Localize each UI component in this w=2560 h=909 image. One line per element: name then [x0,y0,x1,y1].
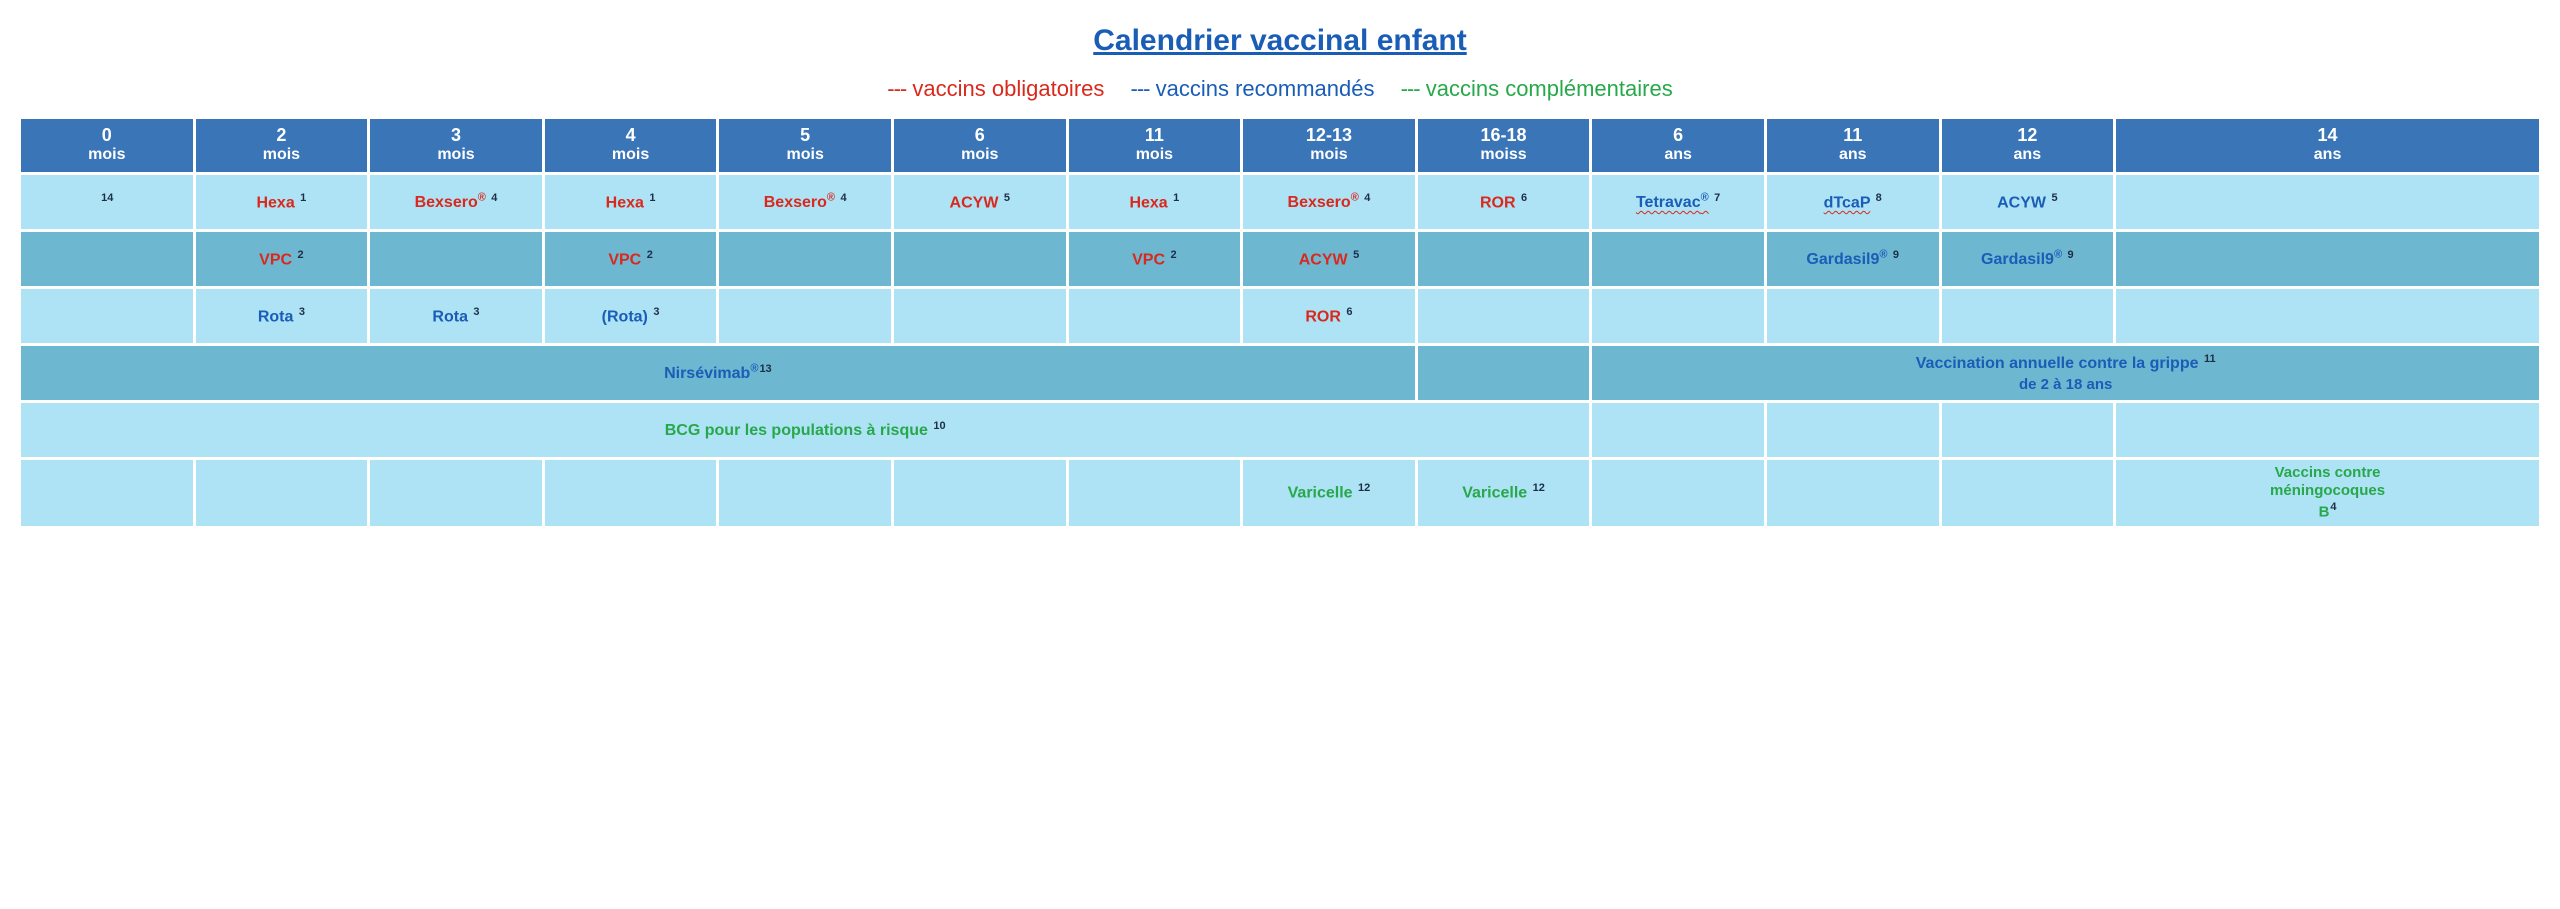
column-header: 12ans [1942,119,2114,172]
table-cell [21,460,193,526]
table-cell: dTcaP 8 [1767,175,1939,229]
table-row: VPC 2VPC 2VPC 2ACYW 5Gardasil9® 9Gardasi… [21,232,2539,286]
table-cell [1592,232,1764,286]
table-cell: ROR 6 [1243,289,1415,343]
table-cell: ACYW 5 [1243,232,1415,286]
table-cell [196,460,368,526]
table-cell: Gardasil9® 9 [1767,232,1939,286]
column-header: 14ans [2116,119,2539,172]
table-cell [1942,460,2114,526]
table-cell [719,289,891,343]
column-header: 0mois [21,119,193,172]
table-cell: Gardasil9® 9 [1942,232,2114,286]
table-cell: 14 [21,175,193,229]
column-header: 16-18moiss [1418,119,1590,172]
table-cell [1418,232,1590,286]
column-header: 6ans [1592,119,1764,172]
table-cell: ACYW 5 [894,175,1066,229]
table-cell [719,232,891,286]
table-cell [370,460,542,526]
page-title: Calendrier vaccinal enfant [18,24,2542,58]
table-cell [719,460,891,526]
table-cell: ACYW 5 [1942,175,2114,229]
column-header: 2mois [196,119,368,172]
column-header: 3mois [370,119,542,172]
table-cell: VPC 2 [545,232,717,286]
table-cell [894,460,1066,526]
table-cell: Bexsero® 4 [719,175,891,229]
table-cell: VPC 2 [1069,232,1241,286]
table-row: Varicelle 12Varicelle 12 Vaccins contremé… [21,460,2539,526]
column-header: 4mois [545,119,717,172]
table-cell: Hexa 1 [545,175,717,229]
table-cell: Hexa 1 [196,175,368,229]
table-row: Rota 3Rota 3(Rota) 3ROR 6 [21,289,2539,343]
table-cell [21,232,193,286]
flu-span: Vaccination annuelle contre la grippe 11… [1592,346,2539,400]
table-cell [894,232,1066,286]
legend-obligatoires: --- vaccins obligatoires [887,76,1110,101]
table-cell [2116,175,2539,229]
table-row: BCG pour les populations à risque 10 [21,403,2539,457]
table-cell [370,232,542,286]
legend: --- vaccins obligatoires --- vaccins rec… [18,76,2542,102]
bcg-span: BCG pour les populations à risque 10 [21,403,1589,457]
header-row: 0mois2mois3mois4mois5mois6mois11mois12-1… [21,119,2539,172]
table-cell: Rota 3 [196,289,368,343]
table-cell: Varicelle 12 [1243,460,1415,526]
table-cell: ROR 6 [1418,175,1590,229]
table-cell: Bexsero® 4 [1243,175,1415,229]
table-cell: Rota 3 [370,289,542,343]
column-header: 5mois [719,119,891,172]
vaccine-schedule-table: 0mois2mois3mois4mois5mois6mois11mois12-1… [18,116,2542,529]
table-row: 14Hexa 1Bexsero® 4Hexa 1Bexsero® 4ACYW 5… [21,175,2539,229]
table-cell [1767,289,1939,343]
table-cell [1592,460,1764,526]
table-cell: VPC 2 [196,232,368,286]
table-cell [545,460,717,526]
nirsevimab-span: Nirsévimab®13 [21,346,1415,400]
empty-cell [1418,346,1590,400]
table-cell [1592,289,1764,343]
table-cell [1767,460,1939,526]
column-header: 11ans [1767,119,1939,172]
table-cell: Vaccins contreméningocoquesB4 [2116,460,2539,526]
column-header: 6mois [894,119,1066,172]
column-header: 12-13mois [1243,119,1415,172]
legend-complementaires: --- vaccins complémentaires [1401,76,1673,101]
table-cell [1069,460,1241,526]
legend-recommandes: --- vaccins recommandés [1131,76,1381,101]
table-cell [2116,289,2539,343]
table-cell: Bexsero® 4 [370,175,542,229]
table-cell: (Rota) 3 [545,289,717,343]
table-cell [2116,232,2539,286]
table-cell [1069,289,1241,343]
table-cell: Hexa 1 [1069,175,1241,229]
table-cell: Varicelle 12 [1418,460,1590,526]
table-cell [894,289,1066,343]
table-row: Nirsévimab®13 Vaccination annuelle contr… [21,346,2539,400]
table-cell [1942,289,2114,343]
table-cell [21,289,193,343]
table-cell [1418,289,1590,343]
column-header: 11mois [1069,119,1241,172]
table-cell: Tetravac® 7 [1592,175,1764,229]
